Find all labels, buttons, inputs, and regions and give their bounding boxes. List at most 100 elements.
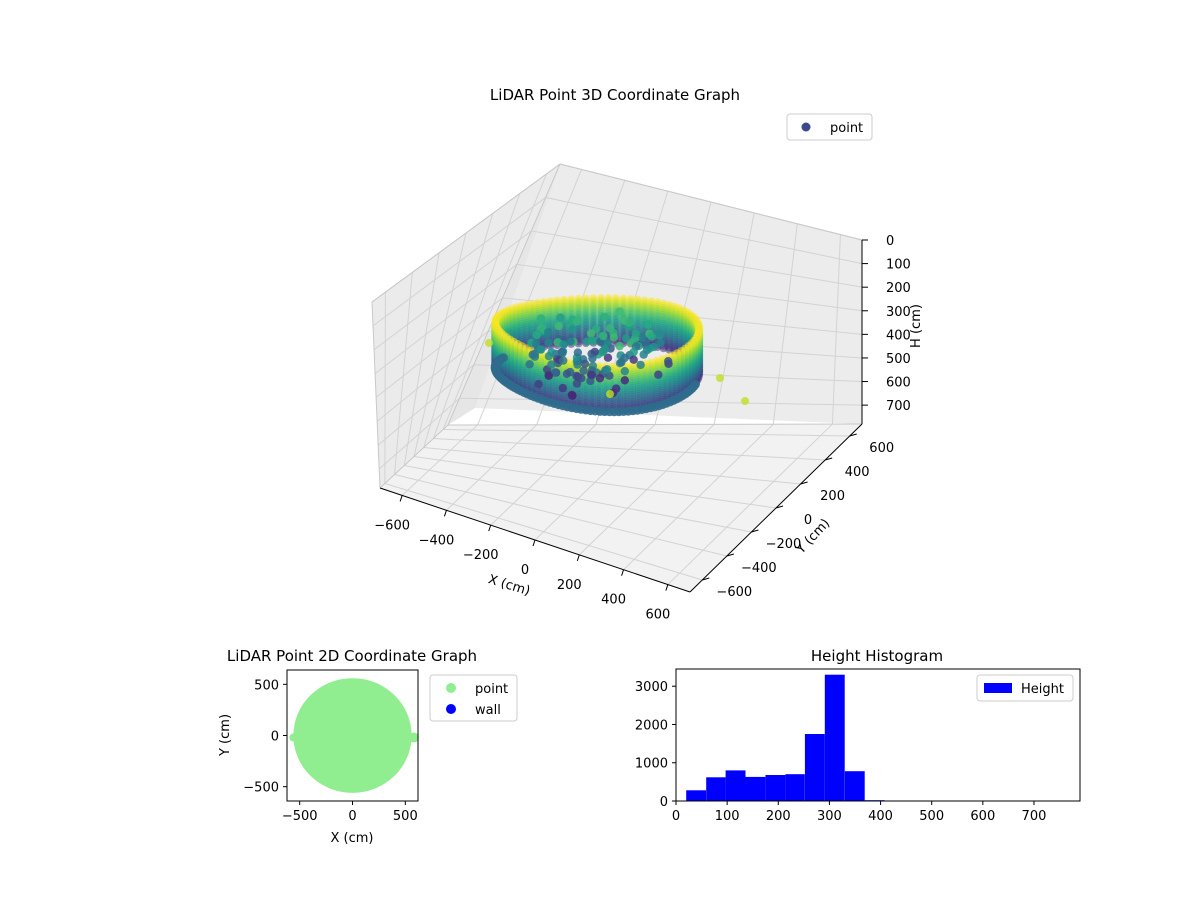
x-tick	[444, 510, 446, 516]
point-marker	[615, 342, 623, 350]
point-marker	[568, 391, 576, 399]
point-marker	[655, 330, 663, 338]
z-tick-label: 200	[886, 281, 911, 296]
y-tick-label: 3000	[635, 680, 668, 695]
z-tick-label: 0	[886, 234, 894, 249]
legend-point-marker	[802, 123, 811, 132]
point-marker	[559, 356, 567, 364]
x-tick	[577, 555, 579, 561]
point-marker	[547, 360, 555, 368]
legend-point-label: point	[830, 121, 863, 136]
x-tick-label: −200	[463, 548, 499, 563]
point-marker	[622, 334, 630, 342]
x-tick-label: 100	[715, 809, 740, 824]
point-disc	[293, 678, 411, 793]
point-marker	[632, 329, 640, 337]
point-marker	[621, 367, 629, 375]
y-tick-label: 500	[254, 678, 279, 693]
z-tick-label: 500	[886, 352, 911, 367]
legend-point-label: point	[475, 682, 508, 697]
x-tick-label: 300	[817, 809, 842, 824]
point-marker	[573, 360, 581, 368]
point-marker	[544, 328, 552, 336]
chart-3d-legend: point	[787, 114, 872, 140]
point-marker	[537, 345, 545, 353]
z-tick-label: 600	[886, 376, 911, 391]
chart-2d-legend: point wall	[430, 675, 517, 721]
y-tick-label: 0	[271, 730, 279, 745]
point-marker	[630, 356, 638, 364]
x-tick-label: 600	[970, 809, 995, 824]
point-marker	[545, 372, 553, 380]
z-tick-label: 700	[886, 399, 911, 414]
chart-3d-scatter: LiDAR Point 3D Coordinate Graph −600−400…	[372, 86, 924, 623]
chart-2d-scatter: LiDAR Point 2D Coordinate Graph −500 0 500…	[218, 647, 517, 846]
point-marker	[568, 325, 576, 333]
chart-2d-ylabel: Y (cm)	[218, 714, 233, 757]
point-marker	[716, 374, 724, 382]
point-marker	[612, 384, 620, 392]
x-tick	[400, 495, 402, 501]
point-marker	[630, 348, 638, 356]
x-tick-label: 400	[601, 593, 626, 608]
chart-2d-plot-area	[289, 678, 418, 793]
y-tick-label: 600	[869, 441, 894, 456]
point-marker	[526, 360, 534, 368]
point-marker	[691, 380, 700, 389]
histogram-bar	[766, 775, 786, 801]
point-marker	[587, 370, 595, 378]
x-tick	[622, 570, 624, 576]
point-marker	[547, 348, 555, 356]
point-marker	[610, 333, 618, 341]
point-marker	[654, 371, 662, 379]
point-marker	[563, 370, 571, 378]
point-marker	[534, 380, 542, 388]
y-tick-label: −500	[243, 781, 279, 796]
histogram-bar	[706, 777, 725, 801]
histogram-title: Height Histogram	[811, 647, 943, 665]
point-marker	[664, 357, 672, 365]
x-tick-label: −500	[282, 809, 318, 824]
histogram-bar	[825, 675, 845, 801]
y-tick-label: 0	[804, 513, 812, 528]
point-marker	[581, 360, 589, 368]
x-tick-label: 0	[672, 809, 680, 824]
legend-height-swatch	[984, 683, 1012, 693]
point-marker	[555, 322, 563, 330]
point-marker	[621, 376, 629, 384]
point-marker	[574, 348, 582, 356]
x-tick-label: 400	[868, 809, 893, 824]
point-marker	[537, 314, 545, 322]
point-marker	[625, 318, 633, 326]
x-tick	[666, 585, 668, 591]
y-tick-label: 1000	[635, 757, 668, 772]
point-marker	[648, 332, 656, 340]
y-tick-label: 200	[820, 489, 845, 504]
point-marker	[289, 734, 297, 742]
point-marker	[587, 329, 595, 337]
y-tick-label: 400	[845, 465, 870, 480]
z-tick-label: 100	[886, 258, 911, 273]
y-tick-label: 0	[660, 795, 668, 810]
point-marker	[650, 343, 658, 351]
point-marker	[556, 313, 564, 321]
point-marker	[544, 339, 552, 347]
point-marker	[485, 339, 493, 347]
chart-3d-title: LiDAR Point 3D Coordinate Graph	[490, 86, 740, 104]
y-tick-label: 2000	[635, 718, 668, 733]
point-marker	[577, 374, 585, 382]
point-marker	[636, 361, 644, 369]
x-tick-label: 600	[645, 608, 670, 623]
histogram-bar	[785, 774, 804, 801]
chart-2d-title: LiDAR Point 2D Coordinate Graph	[227, 647, 477, 665]
point-marker	[600, 313, 608, 321]
point-marker	[606, 390, 614, 398]
point-marker	[566, 337, 574, 345]
point-marker	[603, 365, 611, 373]
chart-2d-xlabel: X (cm)	[331, 831, 374, 846]
legend-point-marker	[446, 683, 456, 693]
x-tick-label: 200	[557, 578, 582, 593]
legend-wall-marker	[446, 704, 456, 714]
